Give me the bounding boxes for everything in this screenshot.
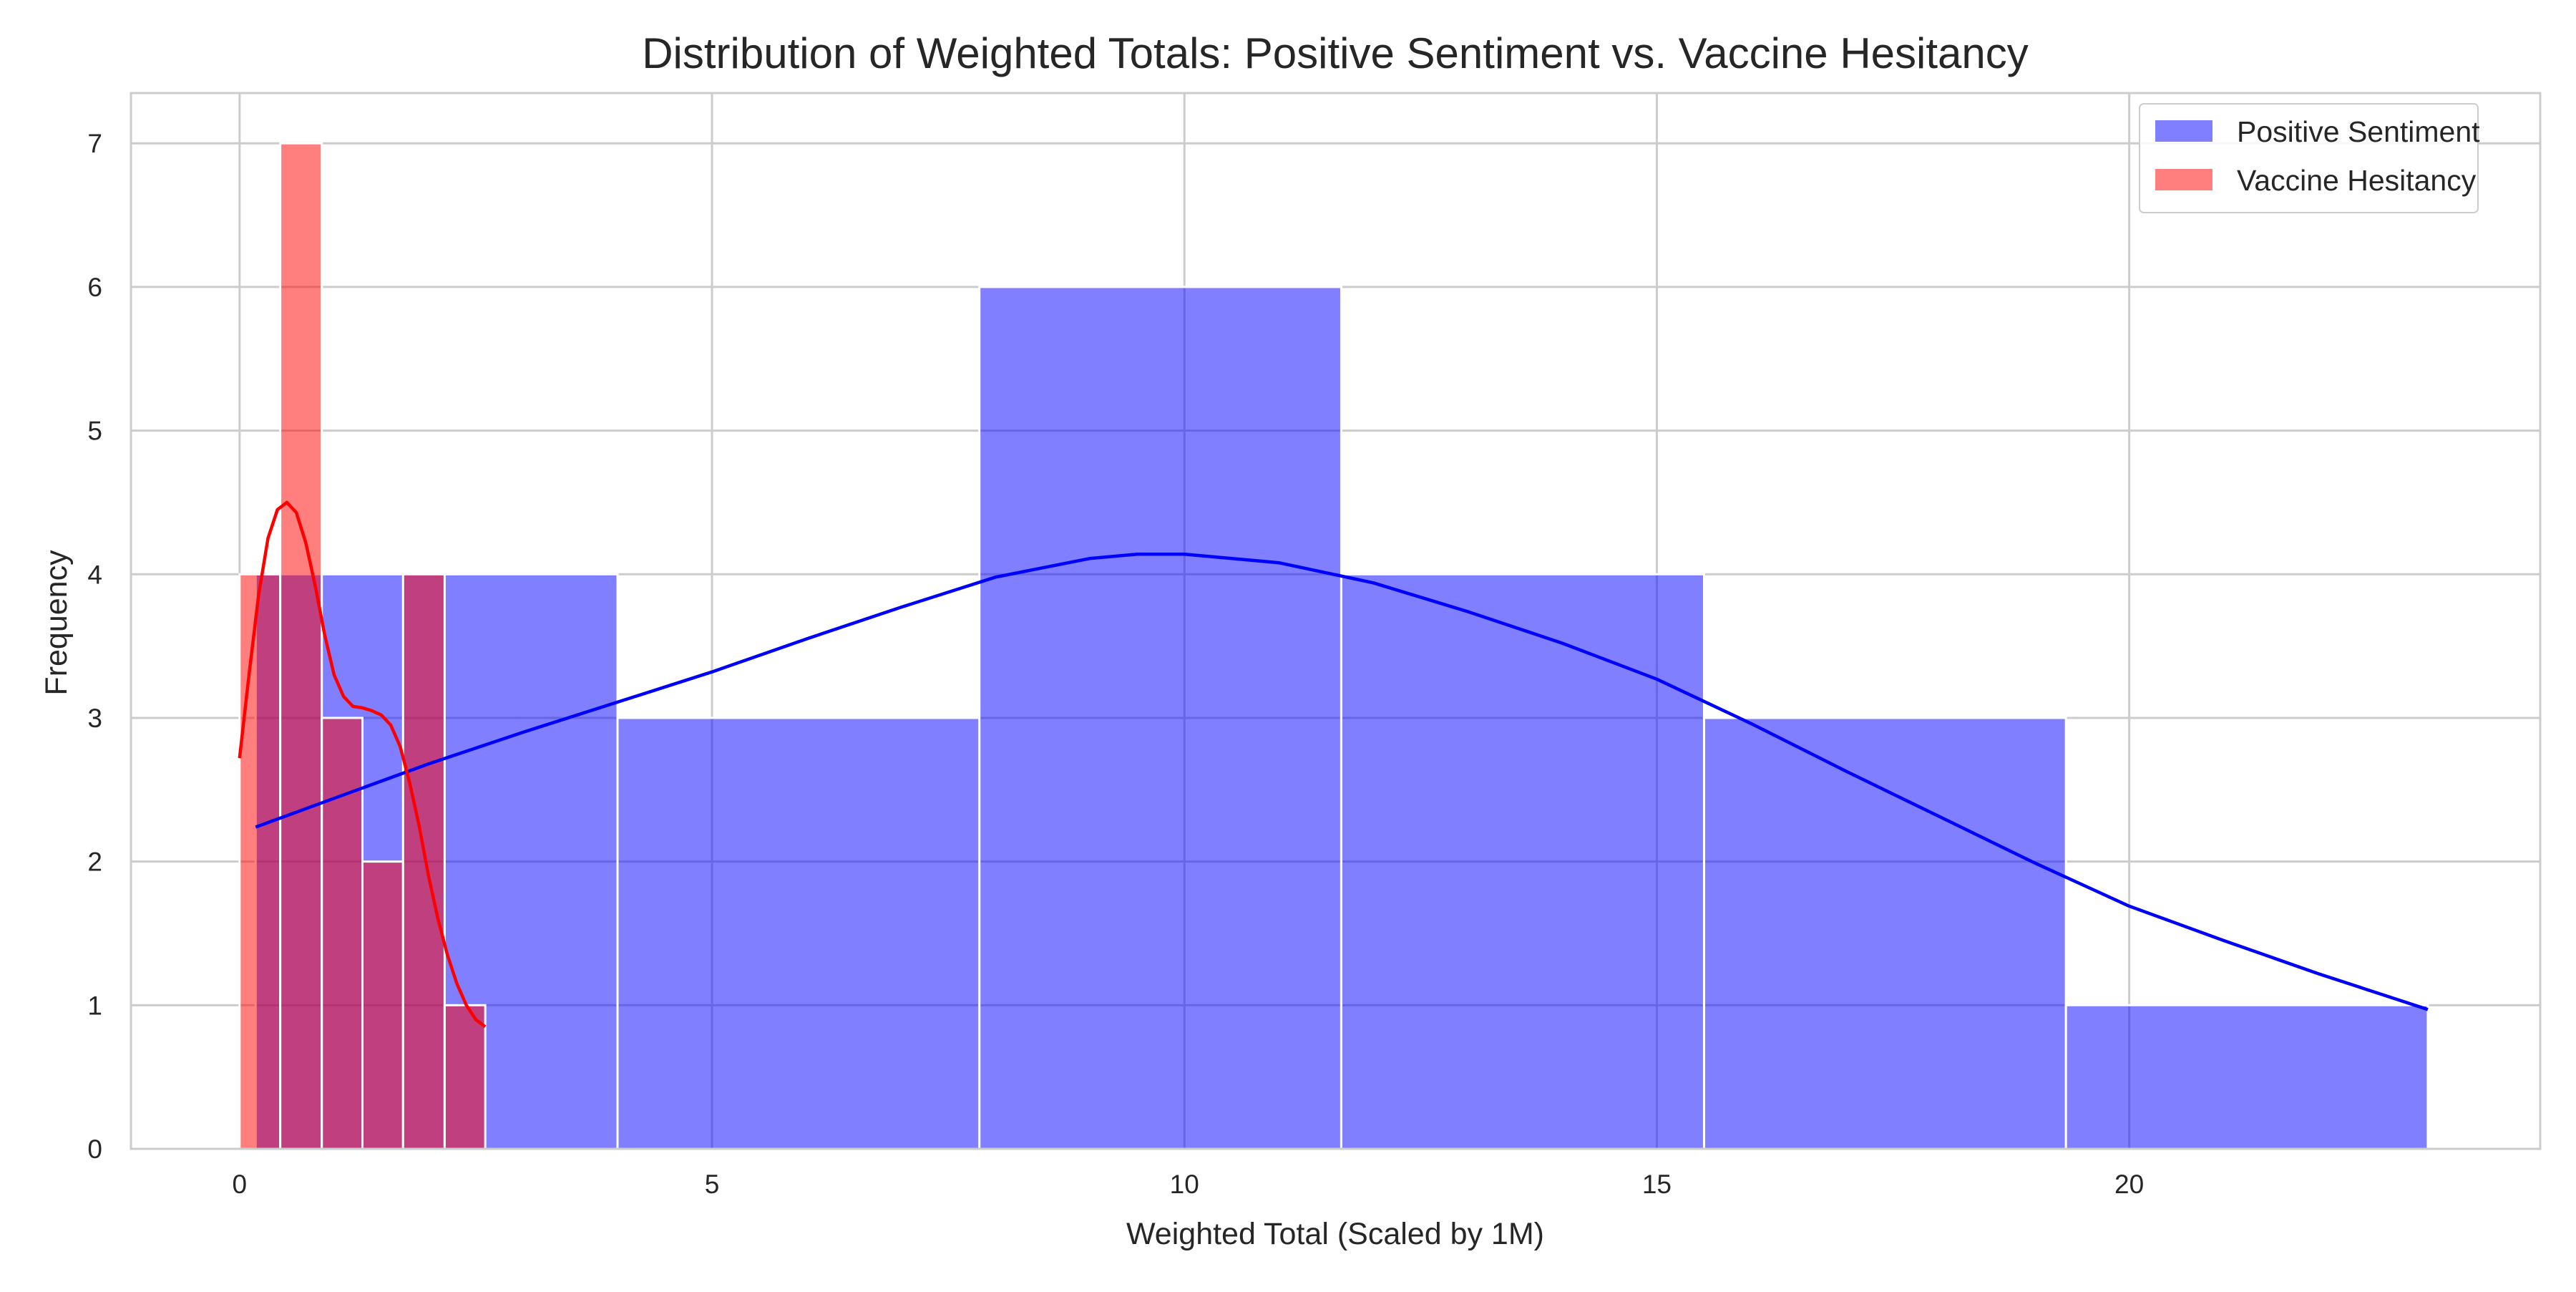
axis-tick-labels: 0 5 10 15 20 0 1 2 3 4 5 6 7 [87, 129, 2144, 1199]
y-tick-label: 3 [87, 704, 102, 733]
x-tick-label: 20 [2114, 1170, 2144, 1199]
histogram-bars [238, 142, 2429, 1150]
y-tick-label: 6 [87, 273, 102, 302]
legend-swatch-positive-sentiment [2155, 120, 2212, 142]
histogram-bar [279, 142, 323, 1150]
x-tick-label: 0 [233, 1170, 248, 1199]
legend-swatch-vaccine-hesitancy [2155, 169, 2212, 190]
kde-line-positive-sentiment [255, 552, 2429, 1011]
legend: Positive Sentiment Vaccine Hesitancy [2139, 103, 2480, 213]
chart-title: Distribution of Weighted Totals: Positiv… [642, 29, 2029, 77]
histogram-bar [1702, 717, 2067, 1150]
kde-curves [238, 500, 2429, 1029]
histogram-bar [1340, 573, 1705, 1150]
histogram-bar [616, 717, 981, 1150]
histogram-bar [2064, 1004, 2429, 1150]
histogram-bar [443, 1004, 487, 1150]
x-axis-label: Weighted Total (Scaled by 1M) [1126, 1217, 1544, 1251]
y-tick-label: 4 [87, 560, 102, 589]
x-tick-label: 5 [705, 1170, 720, 1199]
x-tick-label: 10 [1170, 1170, 1199, 1199]
y-tick-label: 0 [87, 1135, 102, 1164]
histogram-bar [978, 286, 1342, 1150]
histogram-bar [401, 573, 446, 1150]
y-tick-label: 1 [87, 991, 102, 1020]
legend-label-vaccine-hesitancy: Vaccine Hesitancy [2237, 164, 2477, 197]
y-axis-label: Frequency [39, 550, 74, 696]
histogram-bar [361, 860, 404, 1150]
y-tick-label: 5 [87, 417, 102, 446]
y-tick-label: 7 [87, 129, 102, 158]
y-tick-label: 2 [87, 847, 102, 877]
kde-line-vaccine-hesitancy [238, 500, 487, 1029]
histogram-bar [238, 573, 282, 1150]
legend-label-positive-sentiment: Positive Sentiment [2237, 115, 2480, 148]
legend-box [2139, 103, 2479, 213]
histogram-bar [321, 717, 364, 1150]
plot-border [130, 92, 2542, 1150]
series-vaccine-hesitancy-bars [238, 142, 487, 1150]
plot-frame [130, 92, 2542, 1150]
x-tick-label: 15 [1642, 1170, 1672, 1199]
